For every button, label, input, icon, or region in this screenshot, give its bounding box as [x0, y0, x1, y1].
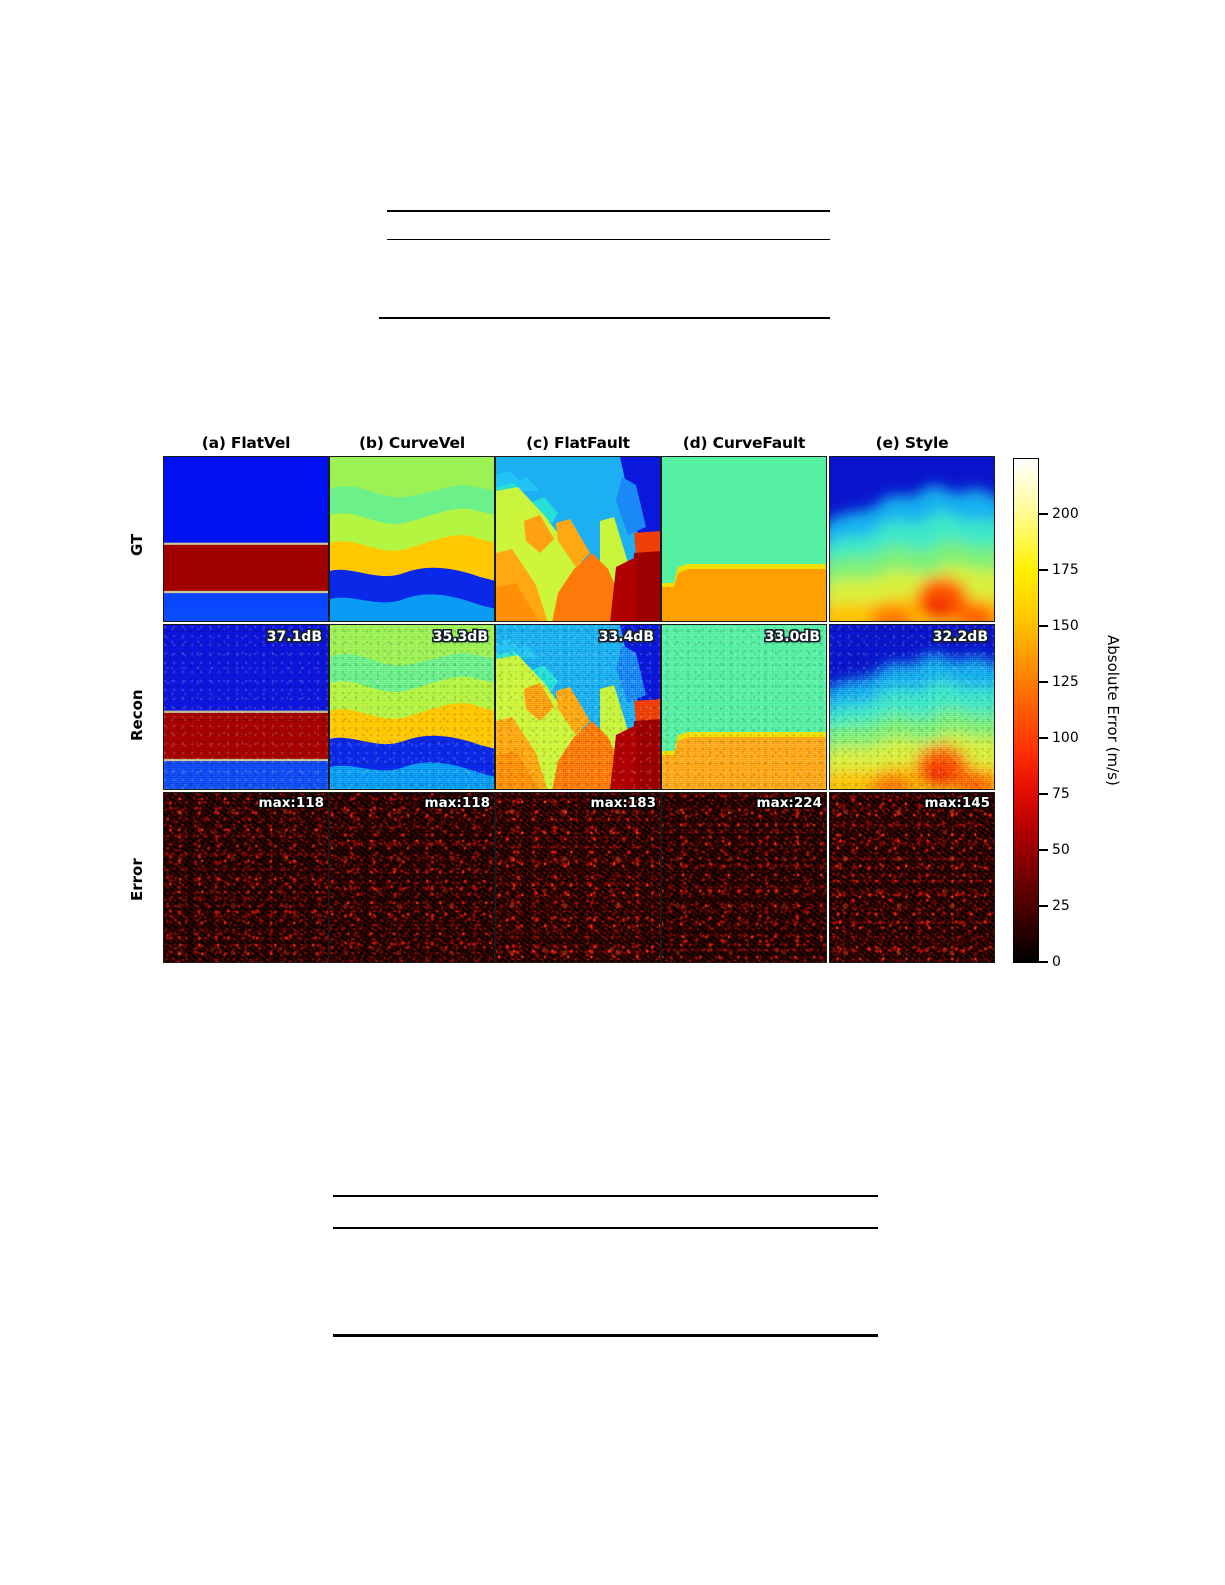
colorbar-label-0: 0 — [1052, 954, 1061, 970]
max-error-label-flatvel: max:118 — [258, 795, 324, 811]
flatfault-recon-layers — [496, 625, 660, 789]
panel-gt-style — [829, 456, 995, 622]
recon-speckle-flatvel — [164, 625, 328, 789]
error-hotspots-curvefault — [662, 793, 826, 962]
colorbar-label-200: 200 — [1052, 506, 1079, 522]
psnr-badge-curvefault: 33.0dB — [764, 629, 820, 645]
error-noise-b-flatfault — [496, 793, 660, 962]
page-rule-bottom-2 — [333, 1227, 878, 1229]
max-error-label-curvevel: max:118 — [424, 795, 490, 811]
error-noise-c-curvefault — [662, 793, 826, 962]
psnr-badge-flatfault: 33.4dB — [598, 629, 654, 645]
colorbar-label-25: 25 — [1052, 898, 1070, 914]
panel-error-curvevel: max:118 — [329, 792, 495, 963]
panel-recon-curvefault: 33.0dB — [661, 624, 827, 790]
colorbar-label-75: 75 — [1052, 786, 1070, 802]
panel-error-style: max:145 — [829, 792, 995, 963]
column-header-style: (e) Style — [875, 434, 949, 452]
page-rule-bottom-3 — [333, 1334, 878, 1337]
curvefault-gt-layers — [662, 457, 826, 621]
colorbar-title: Absolute Error (m/s) — [1104, 634, 1122, 786]
page-rule-bottom-1 — [333, 1195, 878, 1198]
column-header-flatfault: (c) FlatFault — [526, 434, 630, 452]
panel-gt-flatfault — [495, 456, 661, 622]
colorbar-tick-50 — [1039, 849, 1048, 851]
error-noise-c-curvevel — [330, 793, 494, 962]
colorbar-tick-150 — [1039, 625, 1048, 627]
colorbar-label-175: 175 — [1052, 562, 1079, 578]
colorbar-tick-75 — [1039, 793, 1048, 795]
max-error-label-curvefault: max:224 — [756, 795, 822, 811]
recon-grain-flatvel — [164, 625, 328, 789]
colorbar-tick-25 — [1039, 905, 1048, 907]
flatfault-gt-layers — [496, 457, 660, 621]
panel-recon-style: 32.2dB — [829, 624, 995, 790]
row-label-recon: Recon — [128, 689, 146, 741]
colorbar-label-125: 125 — [1052, 674, 1079, 690]
panel-error-curvefault: max:224 — [661, 792, 827, 963]
page-rule-top-3 — [379, 317, 830, 320]
panel-recon-flatfault: 33.4dB — [495, 624, 661, 790]
column-header-flatvel: (a) FlatVel — [201, 434, 291, 452]
row-label-gt: GT — [128, 533, 146, 557]
psnr-badge-style: 32.2dB — [932, 629, 988, 645]
curvevel-recon-layers — [330, 625, 494, 789]
page-rule-top-2 — [387, 239, 830, 241]
curvevel-gt-layers — [330, 457, 494, 621]
colorbar-label-50: 50 — [1052, 842, 1070, 858]
error-hotspots-curvevel — [330, 793, 494, 962]
psnr-badge-flatvel: 37.1dB — [266, 629, 322, 645]
curvefault-recon-layers — [662, 625, 826, 789]
panel-gt-curvefault — [661, 456, 827, 622]
page-rule-top-1 — [387, 210, 830, 212]
panel-error-flatfault: max:183 — [495, 792, 661, 963]
max-error-label-style: max:145 — [924, 795, 990, 811]
error-hotspots-flatfault — [496, 793, 660, 962]
column-header-curvefault: (d) CurveFault — [682, 434, 806, 452]
column-header-curvevel: (b) CurveVel — [359, 434, 465, 452]
colorbar-tick-0 — [1039, 961, 1048, 963]
psnr-badge-curvevel: 35.3dB — [432, 629, 488, 645]
panel-error-flatvel: max:118 — [163, 792, 329, 963]
colorbar — [1013, 458, 1039, 963]
style-recon-field — [830, 625, 994, 789]
error-noise-b-style — [830, 793, 994, 962]
panel-gt-curvevel — [329, 456, 495, 622]
error-noise-b-curvefault — [662, 793, 826, 962]
error-hotspots-flatvel — [164, 793, 328, 962]
panel-recon-curvevel: 35.3dB — [329, 624, 495, 790]
style-gt-field — [830, 457, 994, 621]
error-noise-b-flatvel — [164, 793, 328, 962]
error-noise-c-flatfault — [496, 793, 660, 962]
error-noise-b-curvevel — [330, 793, 494, 962]
panel-recon-flatvel: 37.1dB — [163, 624, 329, 790]
colorbar-tick-100 — [1039, 737, 1048, 739]
error-hotspots-style — [830, 793, 994, 962]
error-noise-c-flatvel — [164, 793, 328, 962]
colorbar-tick-200 — [1039, 513, 1048, 515]
max-error-label-flatfault: max:183 — [590, 795, 656, 811]
colorbar-tick-125 — [1039, 681, 1048, 683]
panel-gt-flatvel — [163, 456, 329, 622]
error-noise-c-style — [830, 793, 994, 962]
colorbar-label-100: 100 — [1052, 730, 1079, 746]
colorbar-label-150: 150 — [1052, 618, 1079, 634]
row-label-error: Error — [128, 858, 146, 902]
colorbar-tick-175 — [1039, 569, 1048, 571]
